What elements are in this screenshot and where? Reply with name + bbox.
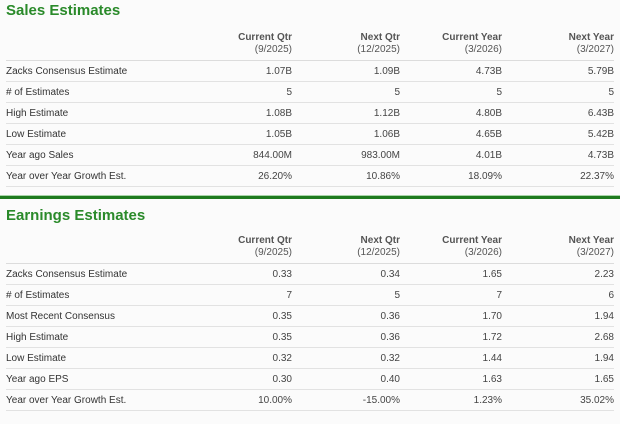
table-row: Year ago EPS 0.30 0.40 1.63 1.65 (6, 368, 614, 390)
table-row: # of Estimates 5 5 5 5 (6, 81, 614, 103)
earnings-estimates-section: Earnings Estimates Current Qtr (9/2025) N… (0, 199, 620, 411)
table-row: Most Recent Consensus 0.35 0.36 1.70 1.94 (6, 305, 614, 327)
section-divider (0, 195, 620, 199)
table-row: High Estimate 1.08B 1.12B 4.80B 6.43B (6, 102, 614, 124)
header-current-qtr: Current Qtr (9/2025) (182, 24, 292, 61)
table-row: Zacks Consensus Estimate 0.33 0.34 1.65 2.23 (6, 263, 614, 285)
table-row: Year over Year Growth Est. 26.20% 10.86% 18… (6, 165, 614, 187)
table-header-row: Current Qtr (9/2025) Next Qtr (12/2025) Cu… (6, 24, 614, 61)
header-current-year: Current Year (3/2026) (400, 24, 502, 61)
header-next-qtr: Next Qtr (12/2025) (292, 227, 400, 264)
header-blank (6, 24, 182, 61)
table-row: Low Estimate 1.05B 1.06B 4.65B 5.42B (6, 123, 614, 145)
table-row: High Estimate 0.35 0.36 1.72 2.68 (6, 326, 614, 348)
sales-estimates-table: Current Qtr (9/2025) Next Qtr (12/2025) Cu… (6, 24, 614, 187)
table-row: # of Estimates 7 5 7 6 (6, 284, 614, 306)
table-row: Zacks Consensus Estimate 1.07B 1.09B 4.73B 5… (6, 60, 614, 82)
header-next-year: Next Year (3/2027) (502, 227, 614, 264)
table-row: Low Estimate 0.32 0.32 1.44 1.94 (6, 347, 614, 369)
sales-estimates-section: Sales Estimates Current Qtr (9/2025) Next… (0, 0, 620, 187)
table-header-row: Current Qtr (9/2025) Next Qtr (12/2025) Cu… (6, 227, 614, 264)
header-current-year: Current Year (3/2026) (400, 227, 502, 264)
earnings-estimates-table: Current Qtr (9/2025) Next Qtr (12/2025) Cu… (6, 227, 614, 411)
header-blank (6, 227, 182, 264)
earnings-estimates-title: Earnings Estimates (6, 207, 146, 224)
header-next-qtr: Next Qtr (12/2025) (292, 24, 400, 61)
header-next-year: Next Year (3/2027) (502, 24, 614, 61)
sales-estimates-title: Sales Estimates (6, 2, 121, 19)
table-row: Year over Year Growth Est. 10.00% -15.00% 1… (6, 389, 614, 411)
table-row: Year ago Sales 844.00M 983.00M 4.01B 4.73B (6, 144, 614, 166)
header-current-qtr: Current Qtr (9/2025) (182, 227, 292, 264)
